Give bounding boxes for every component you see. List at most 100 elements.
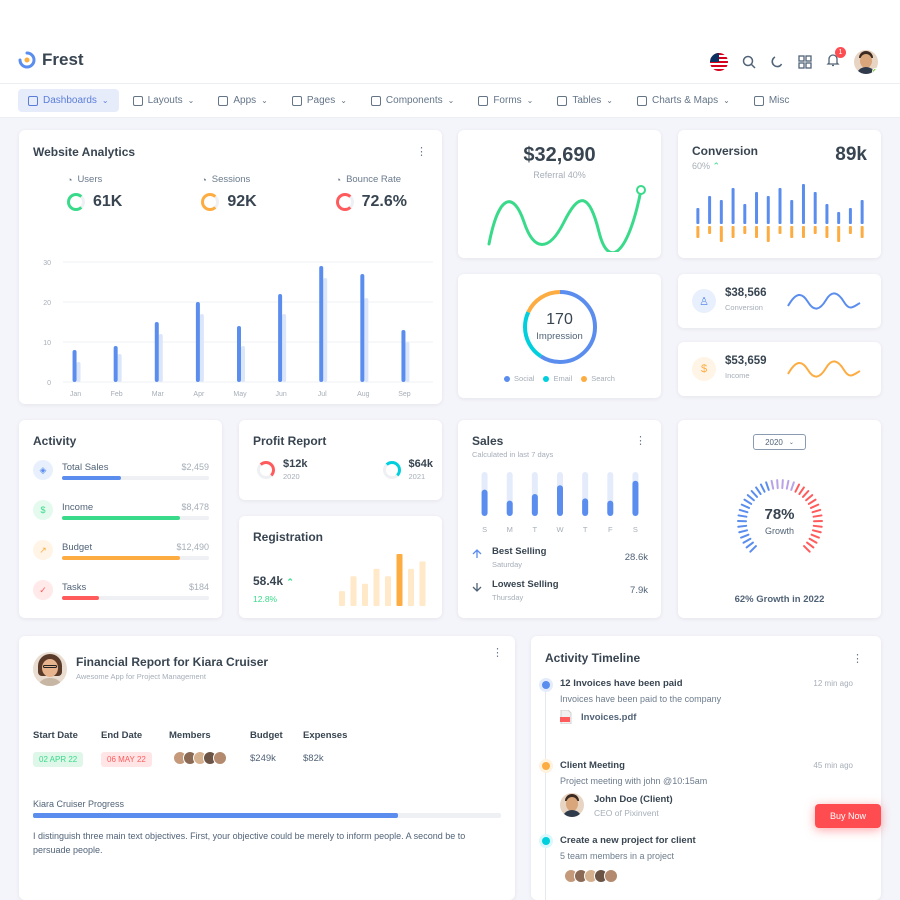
search-icon[interactable] [742,55,756,69]
notification-bell[interactable]: 1 [826,46,846,72]
col-expenses: Expenses [303,730,348,741]
sales-bar [607,500,614,516]
nav-components[interactable]: Components ⌄ [361,89,464,112]
gauge-tick [811,529,822,534]
stat-card-conversion: ♙ $38,566 Conversion [678,274,881,328]
referral-value: $32,690 [523,144,596,166]
activity-label: Total Sales [62,462,109,473]
members-avatars [173,751,227,765]
card-title: Profit Report [253,434,327,448]
nav-forms[interactable]: Forms ⌄ [468,89,543,112]
registration-bar-chart [339,554,426,606]
invoice-file-link[interactable]: Invoices.pdf [581,712,637,723]
bar-secondary [76,362,81,382]
profit-ring [382,460,401,479]
language-flag-icon[interactable] [710,53,728,71]
activity-item: $ Income $8,478 [33,500,209,540]
sales-day-label: W [556,525,564,534]
gauge-tick [803,545,811,553]
client-name: John Doe (Client) [594,794,673,805]
bar-primary [72,350,77,382]
conversion-sub: 60% ⌃ [692,161,721,171]
bar-secondary [158,334,163,382]
start-date-badge: 02 APR 22 [33,752,84,767]
progress-bar [33,813,501,818]
registration-card: Registration 58.4k ⌃ 12.8% [239,516,442,618]
user-avatar[interactable] [854,50,878,74]
gauge-tick [812,524,823,528]
sales-bar [531,494,538,516]
bar-primary [319,266,324,382]
best-selling-day: Saturday [492,560,523,569]
nav-charts-maps[interactable]: Charts & Maps ⌄ [627,89,740,112]
gauge-tick [808,537,818,544]
timeline-item-desc: Invoices have been paid to the company [560,694,722,704]
timeline-item-desc: 5 team members in a project [560,851,675,861]
nav-label: Misc [768,95,790,106]
more-options-icon[interactable]: ⋮ [492,647,503,659]
stat-ring [335,193,354,211]
moon-icon[interactable] [770,55,784,69]
timeline-item-time: 12 min ago [813,679,853,688]
arrow-down-icon [472,583,482,592]
buy-now-button[interactable]: Buy Now [815,804,881,828]
x-tick-label: Feb [111,391,123,398]
sales-bar [481,489,488,516]
gauge-tick [805,494,814,502]
notification-badge: 1 [835,46,846,58]
stat-label: ◔ Users [67,174,103,185]
stat-sparkline [787,360,861,378]
nav-apps[interactable]: Apps ⌄ [208,89,278,112]
activity-item: ↗ Budget $12,490 [33,540,209,580]
chevron-down-icon: ⌄ [261,96,268,105]
gauge-tick [765,481,770,491]
gauge-tick [746,494,755,502]
activity-progress-fill [62,556,180,560]
grid-icon[interactable] [798,55,812,69]
profit-item: $12k 2020 [257,458,307,481]
registration-bar [419,561,426,606]
activity-item: ◈ Total Sales $2,459 [33,460,209,500]
nav-dashboards[interactable]: Dashboards ⌄ [18,89,119,112]
gauge-tick [811,508,822,514]
sales-subtitle: Calculated in last 7 days [472,450,554,459]
clock-icon: ◔ [201,174,207,185]
chevron-down-icon: ⌄ [606,96,613,105]
x-tick-label: Sep [398,391,411,398]
more-options-icon[interactable]: ⋮ [635,435,646,447]
nav-tables[interactable]: Tables ⌄ [547,89,623,112]
more-options-icon[interactable]: ⋮ [416,146,427,158]
nav-label: Tables [572,95,602,106]
brand-name: Frest [42,50,84,69]
gauge-tick [740,503,751,509]
home-icon [28,95,38,106]
conversion-bar-down [813,226,817,234]
financial-report-card: Financial Report for Kiara Cruiser Aweso… [19,636,515,900]
referral-card: $32,690 Referral 40% [458,130,661,258]
logo[interactable]: Frest [18,50,84,70]
bar-secondary [364,298,369,382]
nav-pages[interactable]: Pages ⌄ [282,89,357,112]
registration-bar [396,554,403,606]
pdf-icon [560,710,572,724]
best-selling-label: Best Selling [492,546,547,557]
activity-progress-fill [62,596,99,600]
timeline-dot [542,762,550,770]
stat-label: Conversion [725,303,763,312]
nav-misc[interactable]: Misc [744,89,800,112]
activity-progress [62,556,209,560]
x-tick-label: Mar [152,391,165,398]
components-icon [370,95,381,106]
budget-value: $249k [250,753,276,764]
more-options-icon[interactable]: ⋮ [852,653,863,665]
bar-secondary [117,354,122,382]
bar-primary [360,274,365,382]
year-dropdown[interactable]: 2020 ⌄ [753,434,806,450]
conversion-bar-chart [696,184,864,242]
impression-value: 170 [546,311,573,328]
conversion-bar-up [755,192,759,224]
x-tick-label: Aug [357,391,370,398]
col-members: Members [169,730,211,741]
dashboard-content: Website Analytics ⋮ ◔ Users 61K ◔ Sessions… [0,118,900,900]
nav-layouts[interactable]: Layouts ⌄ [123,89,205,112]
